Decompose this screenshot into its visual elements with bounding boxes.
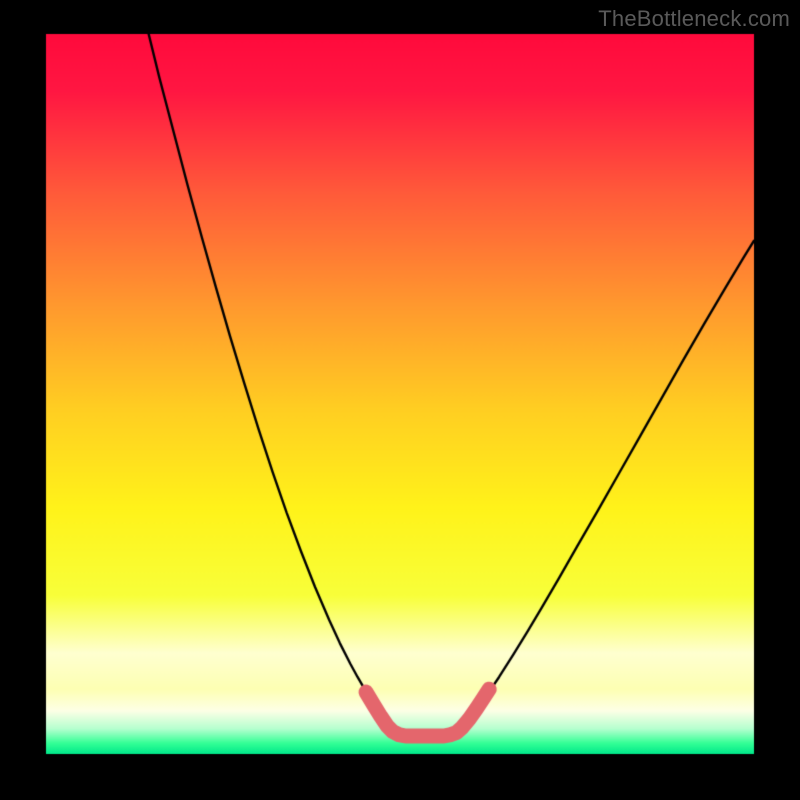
gradient-v-chart — [0, 0, 800, 800]
chart-stage: TheBottleneck.com — [0, 0, 800, 800]
watermark-text: TheBottleneck.com — [598, 6, 790, 32]
